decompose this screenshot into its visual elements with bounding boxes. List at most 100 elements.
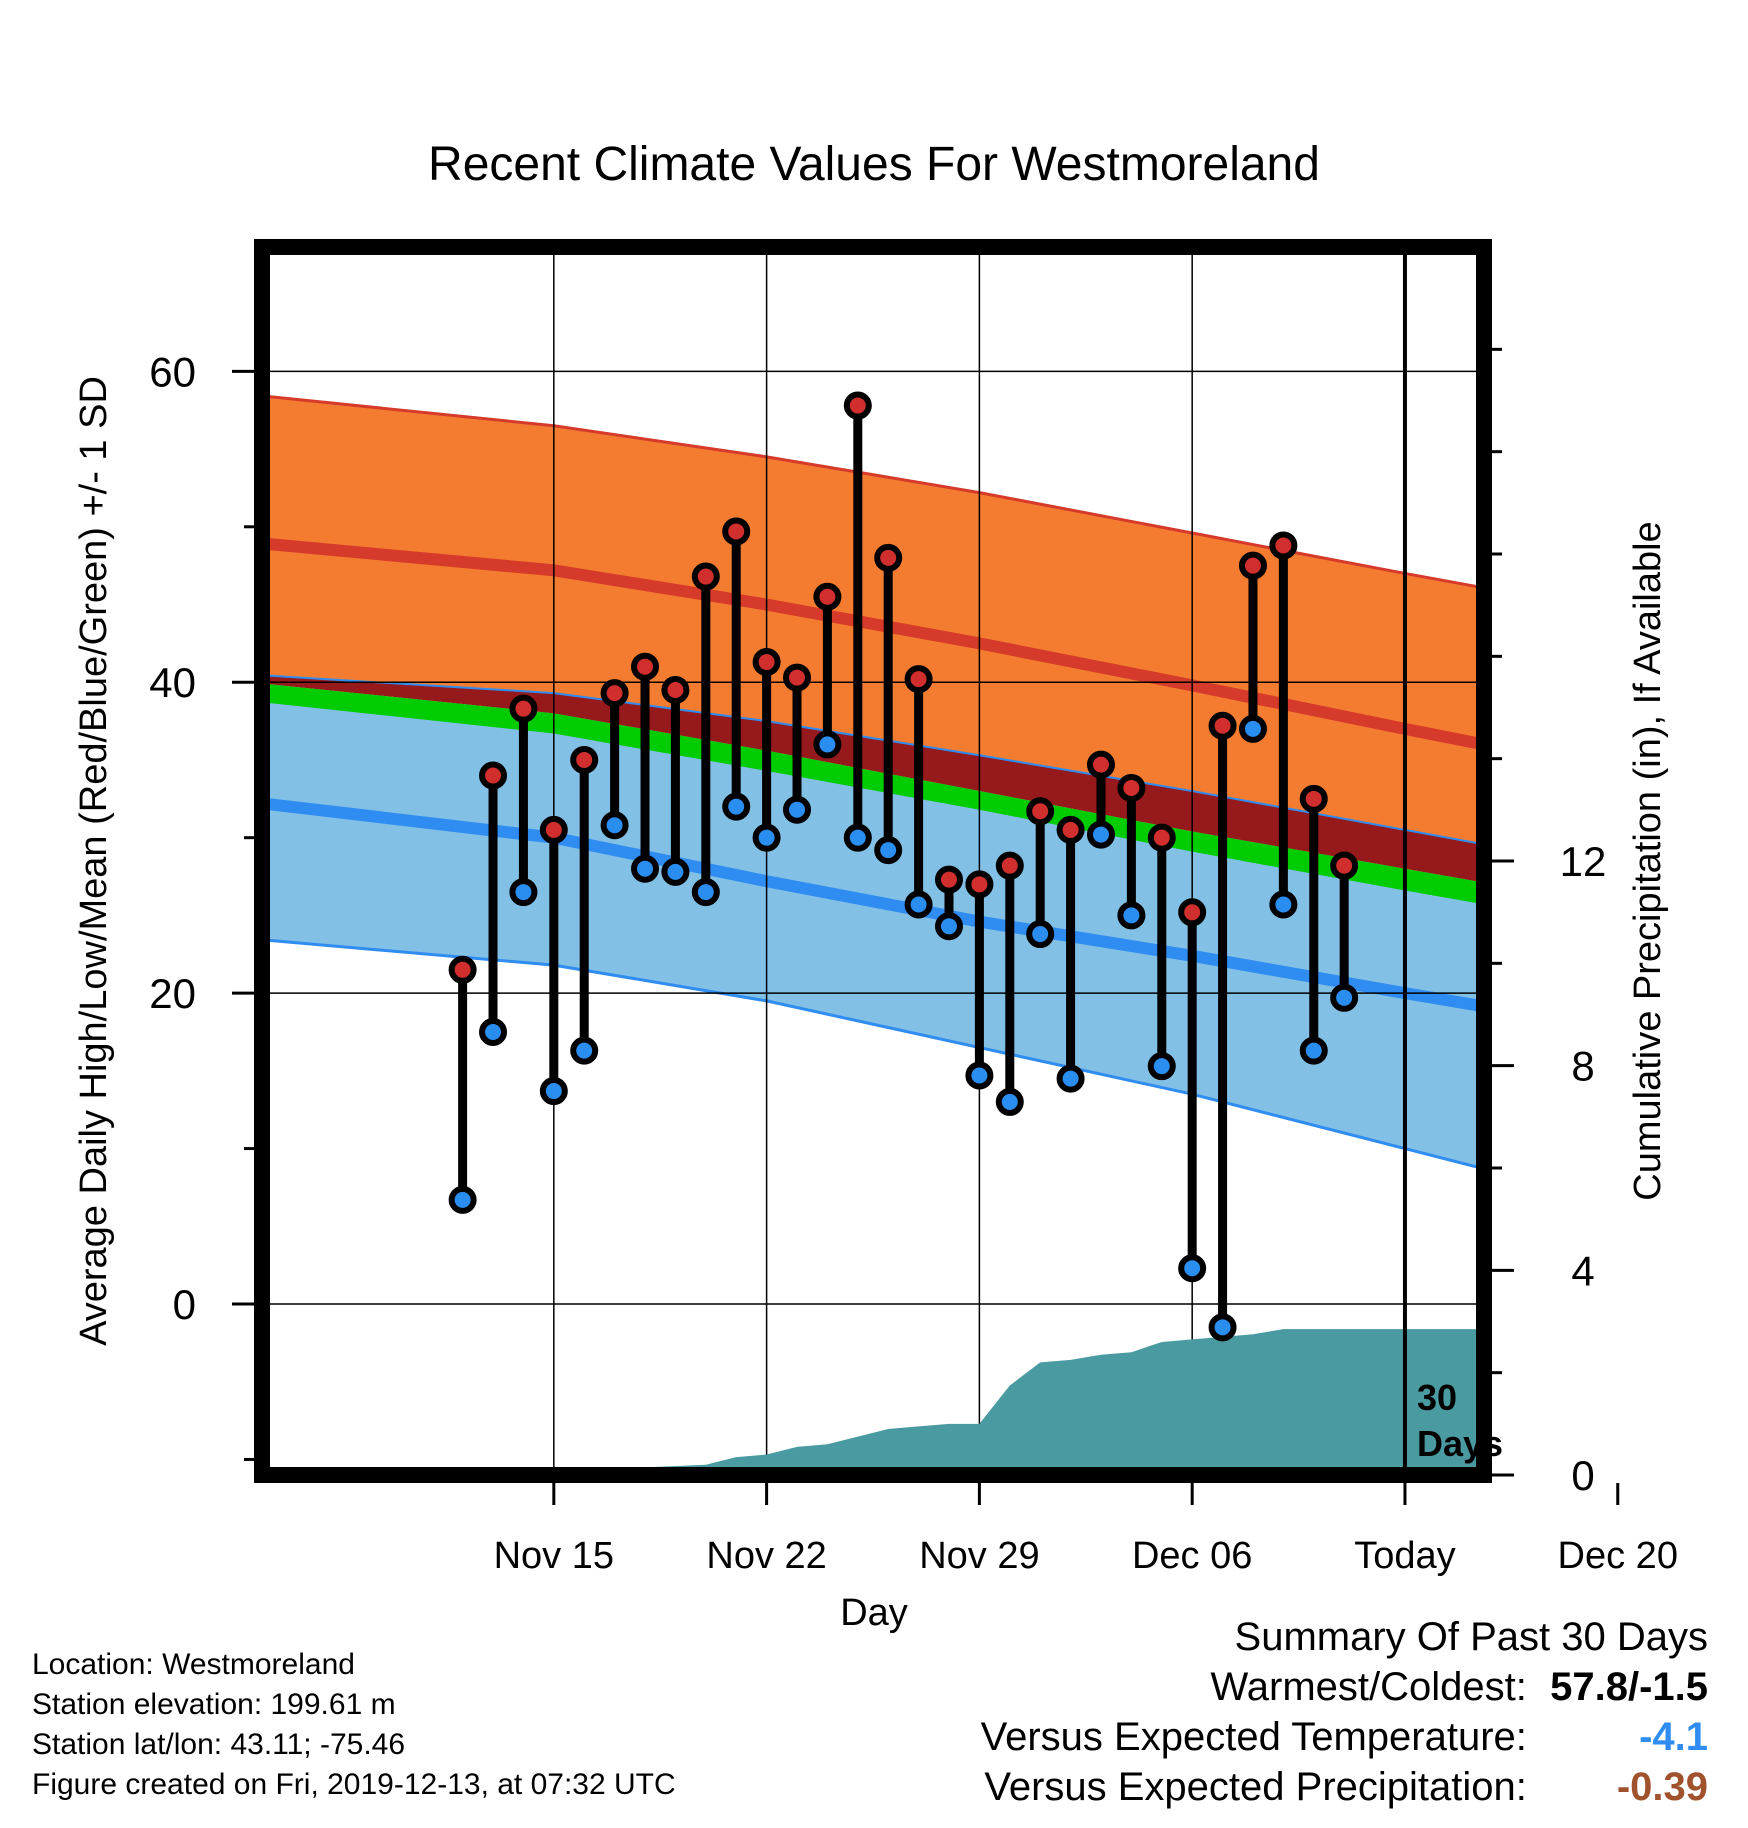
low-marker [509, 878, 538, 907]
x-axis-label: Day [840, 1592, 908, 1634]
high-marker [570, 745, 599, 774]
high-marker [1056, 815, 1085, 844]
temp-label: Versus Expected Temperature: [980, 1715, 1527, 1759]
footer-latlon: Station lat/lon: 43.11; -75.46 [32, 1728, 406, 1761]
high-mean-line [262, 537, 1484, 751]
high-marker [904, 665, 933, 694]
high-marker [1330, 851, 1359, 880]
y2-tick-label: 4 [1571, 1247, 1594, 1294]
low-marker [934, 912, 963, 941]
low-marker [1208, 1313, 1237, 1342]
footer-location: Location: Westmoreland [32, 1648, 355, 1681]
low-marker [752, 823, 781, 852]
y-tick-label: 40 [149, 659, 196, 706]
high-marker [479, 761, 508, 790]
warm-cold-value: 57.8/-1.5 [1550, 1665, 1708, 1709]
low-marker [783, 795, 812, 824]
high-marker [661, 676, 690, 705]
low-marker [1026, 920, 1055, 949]
high-marker [843, 391, 872, 420]
low-marker [448, 1185, 477, 1214]
footer-info: Location: Westmoreland Station elevation… [32, 1645, 676, 1805]
high-marker [1026, 797, 1055, 826]
observations [448, 391, 1359, 1342]
high-marker [722, 517, 751, 546]
high-marker [448, 955, 477, 984]
y-tick-label: 0 [173, 1281, 196, 1328]
high-marker [783, 663, 812, 692]
high-marker [934, 865, 963, 894]
mean-band [262, 683, 1484, 905]
precipitation-fill [262, 1329, 1484, 1475]
precipitation-area [262, 1329, 1484, 1475]
low-marker [1056, 1064, 1085, 1093]
overlap-band [262, 675, 1484, 883]
high-marker [874, 543, 903, 572]
low-marker [661, 857, 690, 886]
high-marker [691, 562, 720, 591]
low-marker [904, 890, 933, 919]
y-tick-label: 60 [149, 348, 196, 395]
low-marker [479, 1017, 508, 1046]
normal-bands [262, 394, 1484, 1171]
y2-tick-label: 0 [1571, 1452, 1594, 1499]
low-marker [1147, 1052, 1176, 1081]
low-marker [874, 836, 903, 865]
high-marker [1086, 750, 1115, 779]
low-lower-line [262, 938, 1484, 1171]
high-marker [631, 652, 660, 681]
high-marker [1178, 898, 1207, 927]
low-marker [722, 792, 751, 821]
summary-heading: Summary Of Past 30 Days [1234, 1615, 1708, 1659]
low-marker [1117, 901, 1146, 930]
low-marker [1299, 1036, 1328, 1065]
footer-created: Figure created on Fri, 2019-12-13, at 07… [32, 1768, 676, 1801]
x-tick-label: Nov 15 [494, 1535, 614, 1577]
low-marker [1238, 714, 1267, 743]
low-marker [843, 823, 872, 852]
low-marker [631, 854, 660, 883]
x-tick-label: Dec 06 [1132, 1535, 1252, 1577]
x-tick-label: Nov 29 [919, 1535, 1039, 1577]
high-marker [1238, 551, 1267, 580]
high-marker [965, 870, 994, 899]
footer-elevation: Station elevation: 199.61 m [32, 1688, 396, 1721]
high-upper-line [262, 394, 1484, 590]
chart-title: Recent Climate Values For Westmoreland [428, 138, 1320, 191]
plot-frame [254, 239, 1492, 1483]
precip-label: Versus Expected Precipitation: [984, 1765, 1527, 1809]
high-marker [813, 582, 842, 611]
low-marker [539, 1077, 568, 1106]
low-marker [570, 1036, 599, 1065]
summary-warm-cold: Warmest/Coldest: 57.8/-1.5 [1211, 1665, 1709, 1710]
high-marker [995, 851, 1024, 880]
low-marker [1269, 890, 1298, 919]
warm-cold-label: Warmest/Coldest: [1210, 1665, 1527, 1709]
high-marker [1117, 773, 1146, 802]
plot-border [254, 239, 1492, 1483]
precip-value: -0.39 [1616, 1765, 1708, 1809]
high-marker [752, 648, 781, 677]
y-axis-label: Average Daily High/Low/Mean (Red/Blue/Gr… [73, 376, 115, 1346]
x-tick-label: Nov 22 [706, 1535, 826, 1577]
axes: Nov 15 Nov 22 Nov 29 Dec 06 Today Dec 2002040… [149, 347, 1678, 1577]
y-tick-label: 20 [149, 970, 196, 1017]
summary-temperature: Versus Expected Temperature: -4.1 [981, 1715, 1708, 1760]
low-marker [600, 811, 629, 840]
low-mean-line [262, 797, 1484, 1013]
low-marker [965, 1061, 994, 1090]
high-marker [1208, 711, 1237, 740]
x-tick-label: Today [1354, 1535, 1455, 1577]
high-marker [1299, 784, 1328, 813]
high-marker [1147, 823, 1176, 852]
temp-value: -4.1 [1639, 1715, 1708, 1759]
high-marker [1269, 531, 1298, 560]
high-marker [539, 815, 568, 844]
high-lower-line [262, 674, 1484, 846]
high-marker [600, 679, 629, 708]
high-marker [509, 694, 538, 723]
y2-axis-label: Cumulative Precipitation (in), If Availa… [1627, 521, 1669, 1200]
low-marker [1086, 820, 1115, 849]
today-window-label: 30 [1417, 1377, 1457, 1418]
